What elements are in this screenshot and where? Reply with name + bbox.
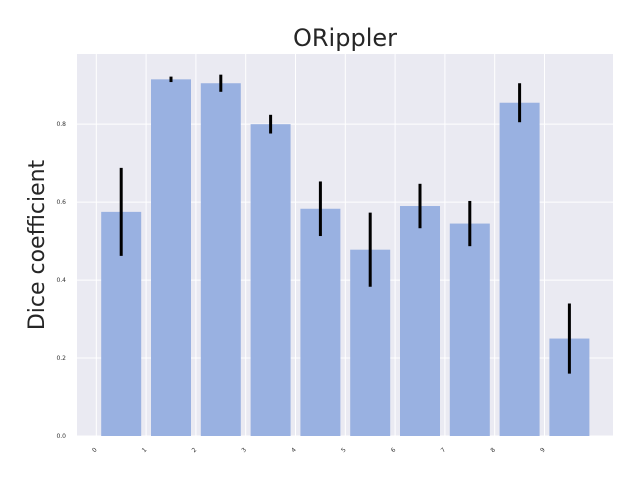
x-tick-label: 7 <box>440 446 448 454</box>
x-tick-label: 2 <box>191 446 199 454</box>
x-tick-label: 3 <box>240 446 248 454</box>
bar <box>250 124 291 436</box>
bar <box>449 223 490 436</box>
y-tick-label: 0.2 <box>56 355 66 362</box>
y-tick-labels: 0.0 0.2 0.4 0.6 0.8 <box>56 121 66 440</box>
x-tick-labels: 0 1 2 3 4 5 6 7 8 9 <box>91 446 547 454</box>
y-tick-label: 0.6 <box>56 199 66 206</box>
x-tick-label: 4 <box>290 446 298 454</box>
x-tick-label: 0 <box>91 446 99 454</box>
x-tick-label: 1 <box>141 446 149 454</box>
y-tick-label: 0.0 <box>56 433 66 440</box>
bar <box>400 206 440 436</box>
bar <box>499 102 540 436</box>
x-tick-label: 8 <box>489 446 497 454</box>
chart-title: ORippler <box>293 24 397 52</box>
bar <box>151 79 191 436</box>
bar <box>300 208 341 436</box>
y-tick-label: 0.8 <box>56 121 66 128</box>
bars <box>101 79 590 437</box>
y-axis-label: Dice coefficient <box>25 159 50 330</box>
bar <box>200 83 241 437</box>
y-tick-label: 0.4 <box>56 277 66 284</box>
x-tick-label: 6 <box>390 446 398 454</box>
error-bars <box>119 74 571 374</box>
x-tick-label: 5 <box>340 446 348 454</box>
x-tick-label: 9 <box>539 446 547 454</box>
